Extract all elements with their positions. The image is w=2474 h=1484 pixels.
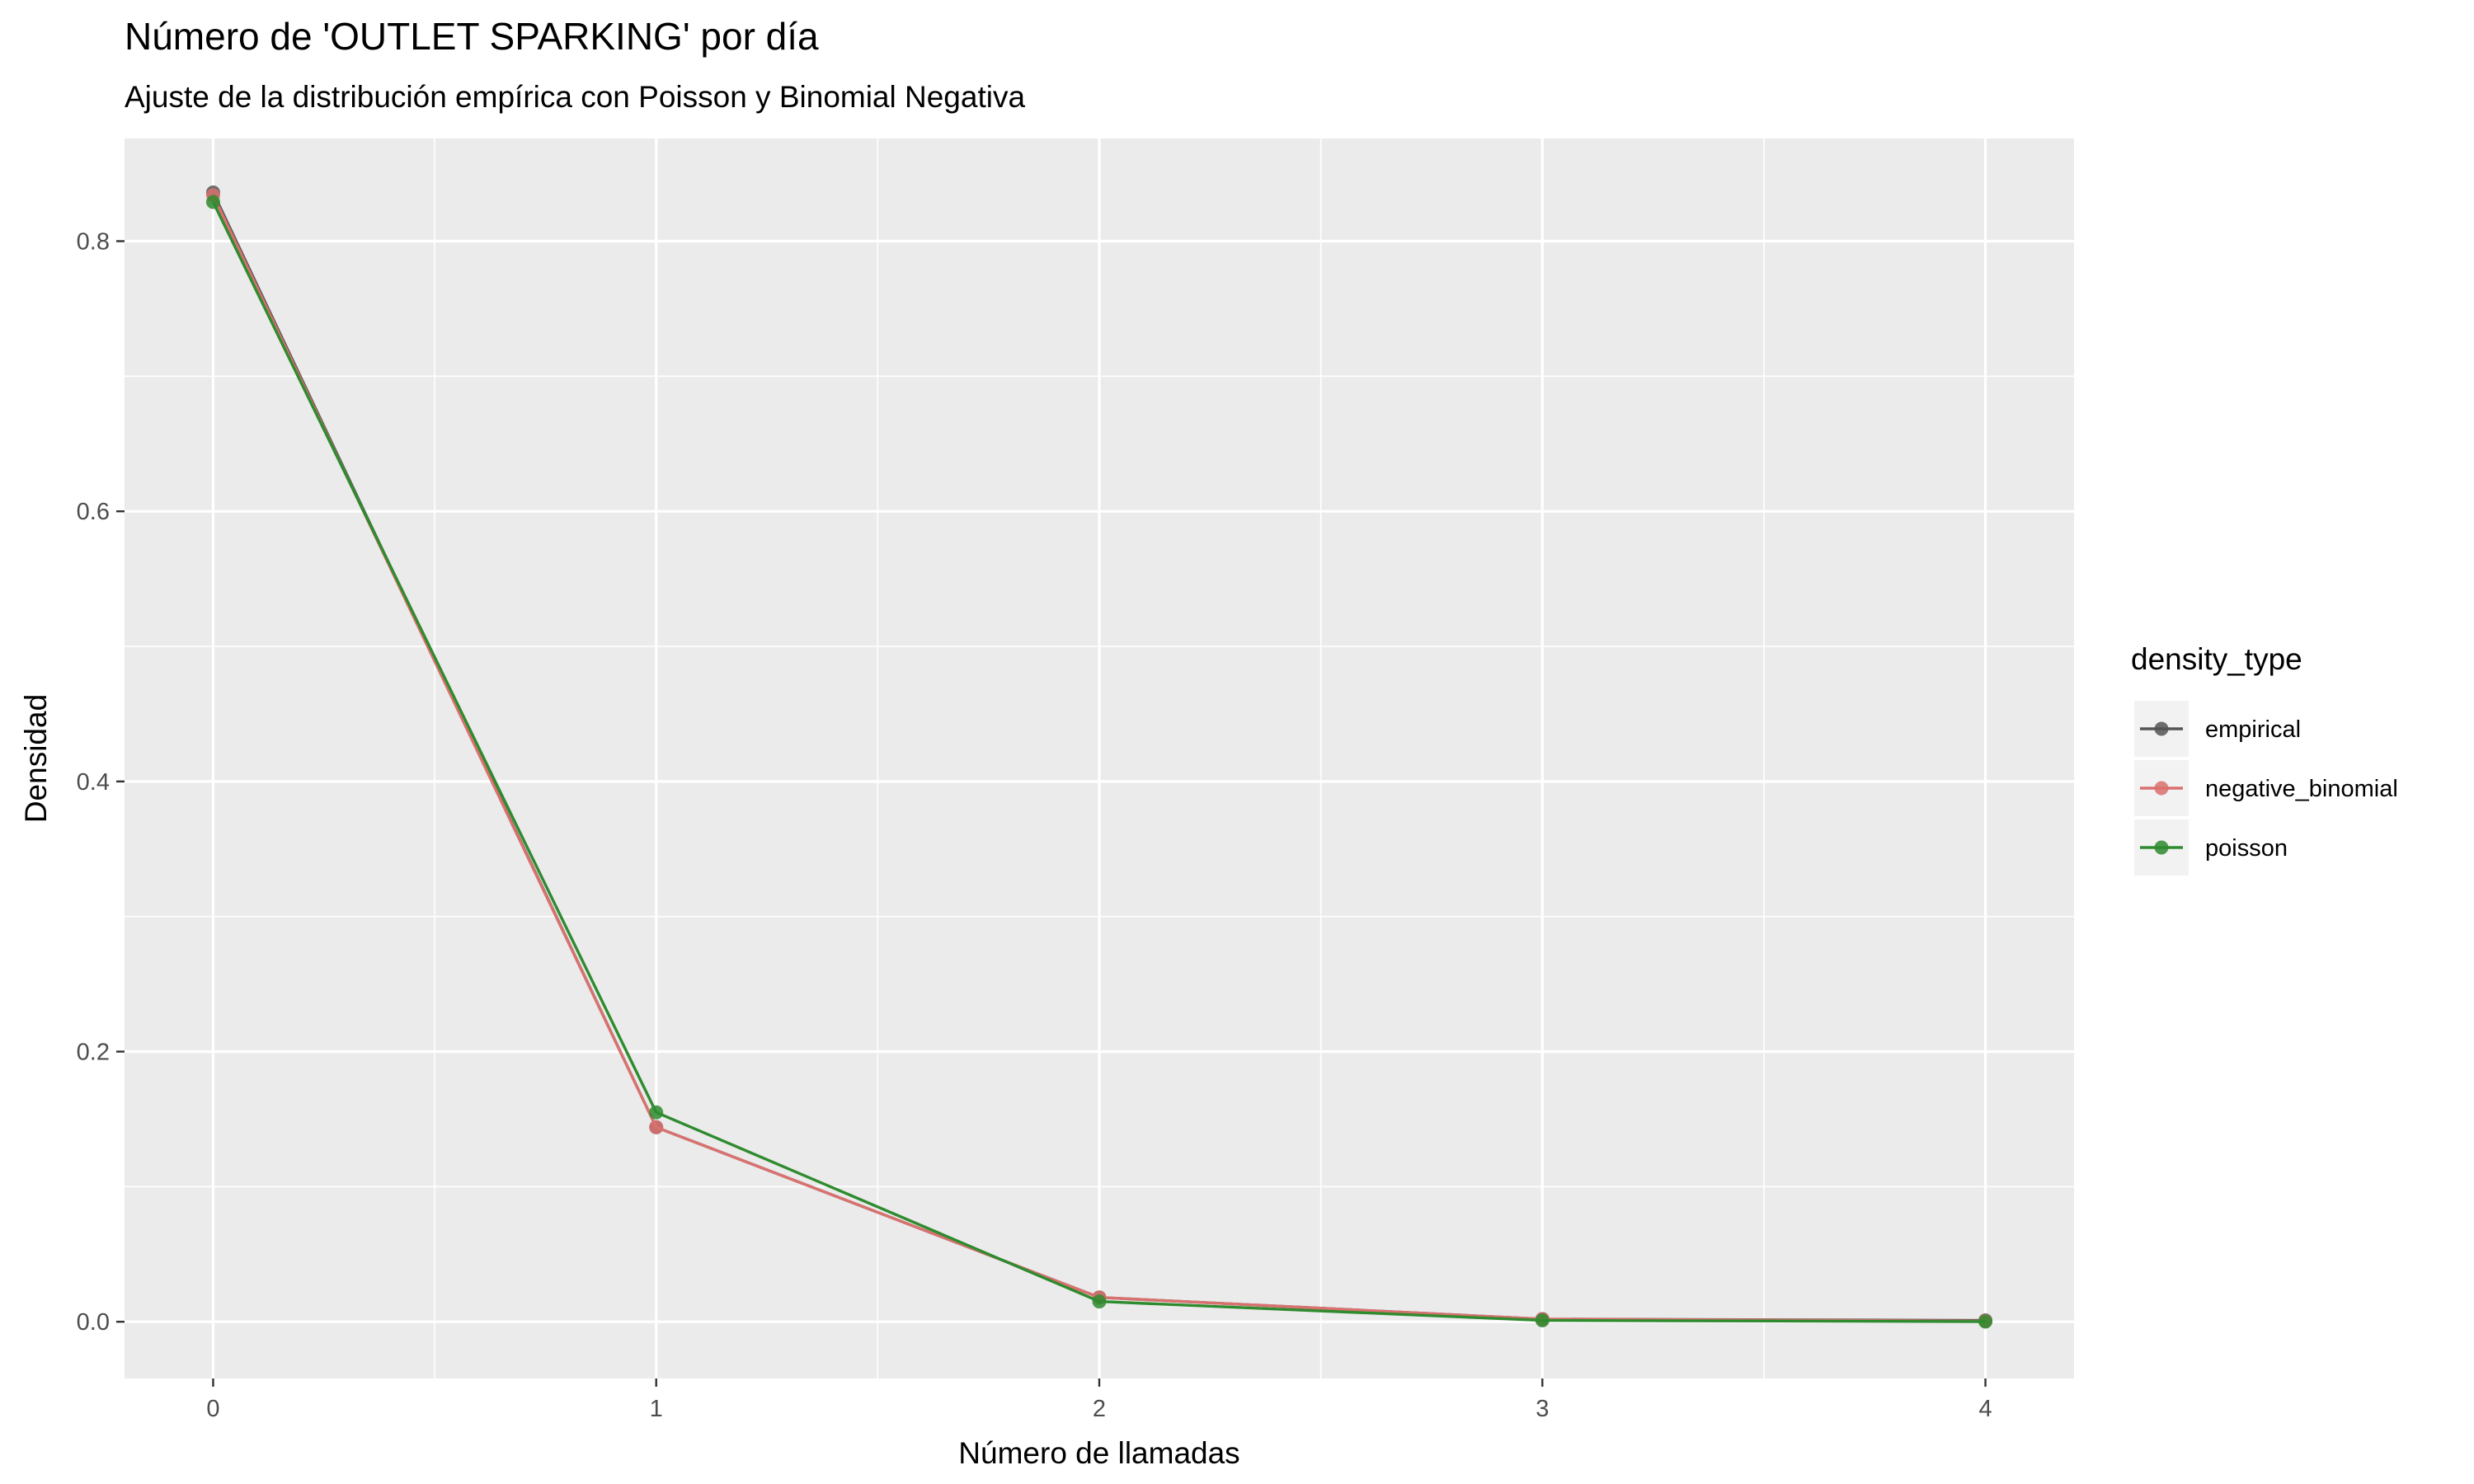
x-tick-label: 3	[1536, 1396, 1549, 1422]
legend-key-point-negative-binomial	[2154, 781, 2169, 796]
data-point-poisson	[205, 195, 220, 209]
x-axis: 0 1 2 3 4	[206, 1378, 1992, 1422]
chart-title: Número de 'OUTLET SPARKING' por día	[125, 15, 819, 58]
y-tick-label: 0.4	[77, 769, 110, 796]
y-axis-title: Densidad	[19, 694, 53, 823]
y-tick-label: 0.8	[77, 229, 110, 256]
y-axis: 0.0 0.2 0.4 0.6 0.8	[77, 229, 125, 1336]
legend-title: density_type	[2131, 642, 2302, 676]
data-point-poisson	[649, 1105, 664, 1120]
series-layer	[205, 186, 1993, 1329]
data-point-negative-binomial	[649, 1120, 664, 1134]
x-tick-label: 4	[1978, 1396, 1992, 1422]
major-gridlines	[125, 139, 2074, 1378]
x-tick-label: 1	[650, 1396, 663, 1422]
legend-label-poisson: poisson	[2205, 835, 2288, 862]
legend-label-empirical: empirical	[2205, 716, 2301, 743]
data-point-poisson	[1978, 1314, 1993, 1329]
chart-subtitle: Ajuste de la distribución empírica con P…	[125, 80, 1025, 114]
data-point-poisson	[1092, 1294, 1107, 1309]
y-tick-label: 0.6	[77, 499, 110, 525]
legend-label-negative-binomial: negative_binomial	[2205, 776, 2398, 802]
x-tick-label: 0	[206, 1396, 219, 1422]
x-tick-label: 2	[1093, 1396, 1106, 1422]
data-point-poisson	[1535, 1313, 1550, 1328]
x-axis-title: Número de llamadas	[958, 1436, 1239, 1470]
y-tick-label: 0.0	[77, 1309, 110, 1336]
y-tick-label: 0.2	[77, 1040, 110, 1066]
legend-key-point-empirical	[2154, 721, 2169, 736]
legend: density_type empirical negative_binomialp…	[2131, 642, 2398, 876]
legend-key-point-poisson	[2154, 840, 2169, 855]
